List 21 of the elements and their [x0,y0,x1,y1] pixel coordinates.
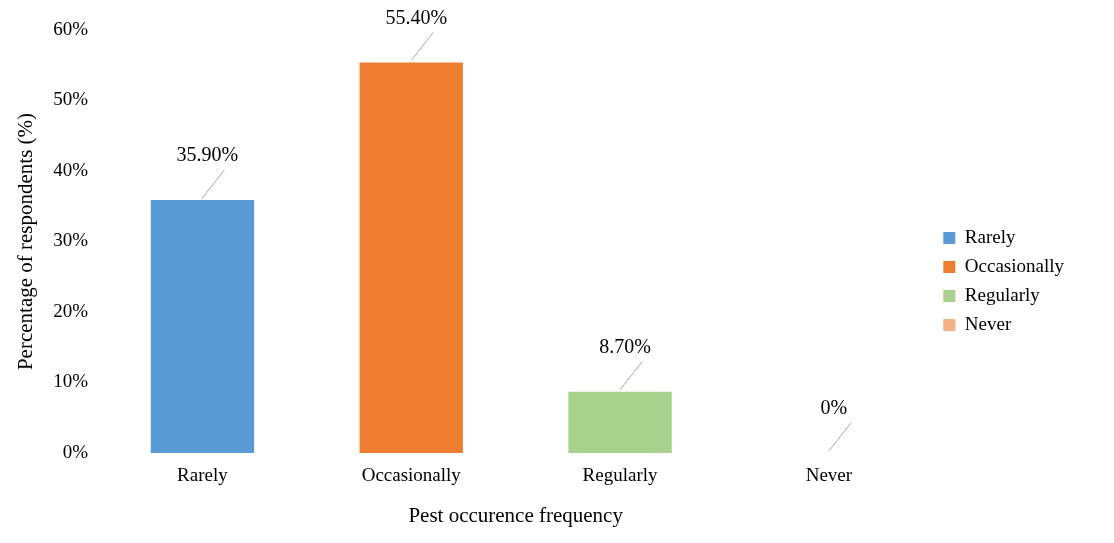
data-label: 35.90% [176,143,239,166]
x-axis-title: Pest occurence frequency [408,502,624,527]
x-tick-label: Occasionally [361,464,462,486]
data-label: 0% [820,396,848,419]
x-tick-label: Rarely [177,464,229,486]
y-tick-label: 50% [53,88,89,110]
x-tick-label: Never [805,464,853,486]
y-axis-title: Percentage of respondents (%) [13,112,38,371]
y-tick-label: 60% [53,17,89,39]
legend-label: Never [964,312,1012,334]
legend-label: Occasionally [964,254,1065,276]
x-tick-label: Regularly [582,464,659,486]
y-tick-label: 30% [53,229,89,251]
y-tick-label: 20% [53,299,89,321]
data-label: 55.40% [385,5,448,28]
y-tick-label: 10% [53,370,89,392]
data-label: 8.70% [599,334,651,357]
y-tick-label: 0% [62,440,89,462]
legend-label: Regularly [964,283,1041,305]
legend-label: Rarely [964,225,1016,247]
y-tick-label: 40% [53,158,89,180]
